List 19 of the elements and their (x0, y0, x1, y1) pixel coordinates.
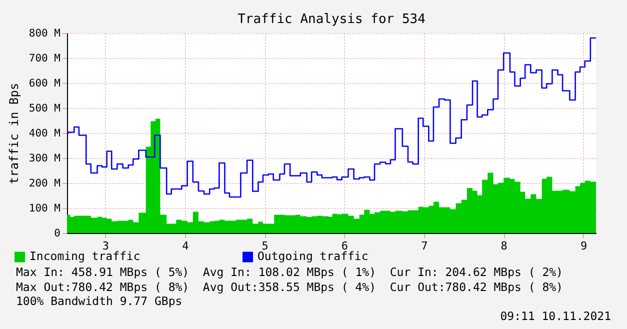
text: 09:11 10.11.2021 (500, 309, 611, 323)
y-axis-title: traffic in Bps (6, 82, 21, 184)
y-tick-label: 100 M (28, 202, 60, 214)
y-tick-label: 300 M (28, 152, 60, 164)
x-tick-label: 4 (182, 240, 190, 252)
y-tick-label: 500 M (28, 102, 60, 114)
x-tick-label: 7 (421, 240, 428, 252)
y-tick-label: 0 (54, 228, 60, 240)
chart-title: Traffic Analysis for 534 (238, 12, 426, 27)
text: Max Out:780.42 MBps ( 8%) Avg Out:358.55 MBps ( 4%) Cur Out:780.42 MBps ( 8%) (16, 280, 563, 294)
y-tick-label: 800 M (28, 28, 60, 40)
x-tick-label: 9 (580, 240, 588, 252)
y-tick-label: 400 M (28, 128, 60, 140)
text: Max In: 458.91 MBps ( 5%) Avg In: 108.02 MBps ( 1%) Cur In: 204.62 MBps ( 2%) (16, 265, 563, 280)
y-tick-label: 600 M (28, 78, 60, 90)
text: 100% Bandwidth 9.77 GBps (16, 294, 184, 308)
x-tick-label: 8 (500, 240, 508, 252)
y-tick-label: 200 M (28, 178, 60, 190)
y-tick-label: 700 M (28, 52, 60, 64)
